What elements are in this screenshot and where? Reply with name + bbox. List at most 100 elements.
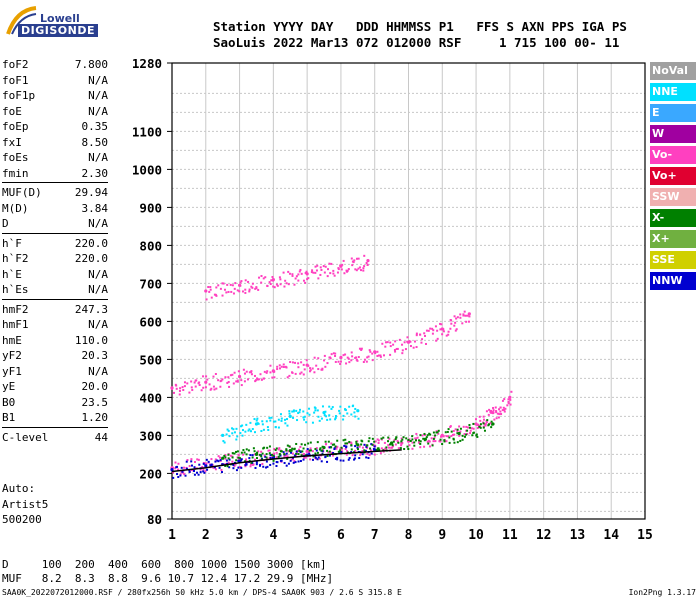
echo-point [214,372,217,375]
echo-point [461,434,464,437]
trace-point [204,380,208,384]
echo-point [396,347,399,350]
echo-point [285,464,288,467]
echo-point [478,415,481,418]
trace-point [271,278,275,282]
param-separator [2,182,108,183]
echo-point [268,449,271,452]
echo-point [188,391,191,394]
echo-point [380,437,383,440]
echo-point [362,269,365,272]
echo-point [462,313,465,316]
echo-point [265,457,268,460]
echo-point [446,430,449,433]
echo-point [358,457,361,460]
echo-point [226,428,229,431]
echo-point [312,455,315,458]
param-value: 23.5 [81,395,109,409]
echo-point [351,264,354,267]
echo-point [262,277,265,280]
echo-point [331,443,334,446]
echo-point [401,349,404,352]
echo-point [226,381,229,384]
echo-point [240,459,243,462]
echo-point [311,367,314,370]
echo-point [197,458,200,461]
echo-point [339,363,342,366]
echo-point [489,422,492,425]
echo-point [233,464,236,467]
param-row: yF1 N/A [2,364,108,380]
echo-point [293,447,296,450]
param-row: h`Es N/A [2,282,108,298]
echo-point [270,416,273,419]
echo-point [312,271,315,274]
echo-point [414,439,417,442]
echo-point [458,434,461,437]
echo-point [212,385,215,388]
trace-point [356,443,360,447]
echo-point [213,466,216,469]
echo-point [459,430,462,433]
trace-point [221,456,225,460]
trace-point [305,363,309,367]
echo-point [309,367,312,370]
trace-point [457,431,461,436]
echo-point [253,450,256,453]
echo-point [466,429,469,432]
echo-point [229,283,232,286]
param-row: fxI 8.50 [2,135,108,151]
echo-point [302,279,305,282]
echo-point [226,465,229,468]
echo-point [288,445,291,448]
echo-point [389,345,392,348]
artist-line1: Auto: [2,482,36,495]
echo-point [387,440,390,443]
echo-point [309,447,312,450]
echo-point [439,438,442,441]
echo-point [315,449,318,452]
echo-point [215,286,218,289]
param-label: h`F [2,236,22,250]
echo-point [450,430,453,433]
echo-point [350,451,353,454]
echo-point [253,458,256,461]
echo-point [273,286,276,289]
echo-point [456,441,459,444]
echo-point [471,434,474,437]
echo-point [227,290,230,293]
echo-point [255,463,258,466]
echo-point [269,283,272,286]
echo-point [339,360,342,363]
echo-point [302,458,305,461]
echo-point [447,333,450,336]
echo-point [188,465,191,468]
echo-point [393,439,396,442]
echo-point [388,446,391,449]
echo-point [400,437,403,440]
echo-point [336,439,339,442]
echo-point [215,387,218,390]
echo-point [268,417,271,420]
echo-point [413,441,416,444]
echo-point [443,439,446,442]
echo-point [376,350,379,353]
echo-point [348,440,351,443]
param-label: C-level [2,430,49,444]
echo-point [244,279,247,282]
param-label: B0 [2,395,16,409]
echo-point [316,441,319,444]
echo-point [321,367,324,370]
echo-point [453,433,456,436]
echo-point [397,441,400,444]
echo-point [280,450,283,453]
echo-point [277,418,280,421]
echo-point [270,279,273,282]
echo-point [345,269,348,272]
echo-point [415,432,418,435]
echo-point [333,274,336,277]
param-label: fxI [2,135,22,149]
echo-point [177,462,180,465]
echo-point [459,316,462,319]
echo-point [251,286,254,289]
